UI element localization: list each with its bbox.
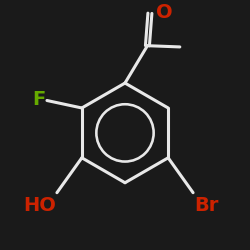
Text: O: O [156, 2, 173, 22]
Text: HO: HO [23, 196, 56, 216]
Text: F: F [32, 90, 46, 109]
Text: Br: Br [194, 196, 219, 216]
